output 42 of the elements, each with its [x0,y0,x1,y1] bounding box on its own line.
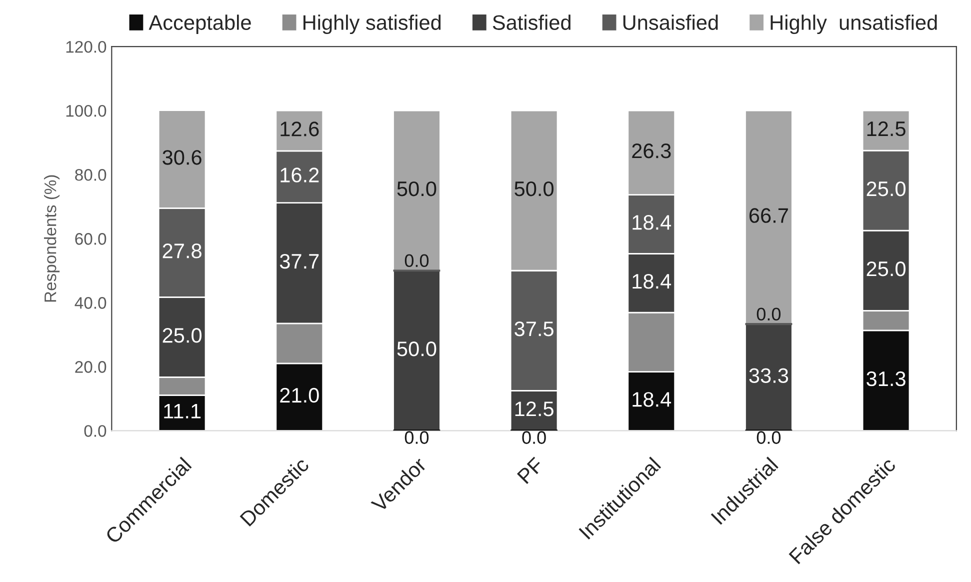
y-tick-label: 60.0 [75,233,106,245]
data-label: 0.0 [756,431,781,444]
data-label: 21.0 [280,388,319,403]
data-label: 0.0 [404,431,429,444]
legend-label: Unsaisfied [623,14,718,30]
data-label: 18.4 [632,215,672,230]
data-label: 18.4 [632,274,672,289]
data-label: 31.3 [866,371,906,386]
data-label: 12.5 [515,402,554,416]
data-label: 25.0 [162,328,202,343]
data-label: 25.0 [866,261,906,276]
data-label: 66.7 [749,208,788,223]
data-label: 30.6 [162,150,202,165]
data-label: 11.1 [164,404,201,418]
data-label: 37.5 [514,321,554,336]
data-label: 0.0 [522,431,546,444]
data-label: 0.0 [756,308,781,321]
data-label: 50.0 [514,181,554,196]
legend-label: Highly satisfied [304,14,441,34]
y-axis-title: Respondents (%) [44,175,60,302]
y-tick-label: 0.0 [84,425,106,437]
y-tick-label: 40.0 [74,297,106,309]
data-label: 25.0 [866,181,906,196]
y-tick-label: 80.0 [75,169,106,181]
data-label: 50.0 [397,341,436,356]
data-label: 37.7 [280,254,319,269]
data-label: 33.3 [749,368,788,383]
data-label: 0.0 [404,254,429,268]
legend-label: Acceptable [148,14,251,34]
x-tick-label: PF [516,456,544,484]
data-label: 16.2 [280,168,319,182]
y-tick-label: 100.0 [66,104,106,117]
y-tick-label: 20.0 [75,361,106,373]
data-label: 27.8 [162,244,202,258]
data-label: 50.0 [397,181,436,196]
data-label: 12.5 [867,121,906,136]
legend-label: Highly unsatisfied [770,14,937,34]
y-tick-label: 120.0 [66,40,106,53]
data-label: 12.6 [280,122,319,136]
legend-label: Satisfied [492,14,570,30]
data-label: 18.4 [632,392,672,407]
data-label: 26.3 [632,144,671,158]
